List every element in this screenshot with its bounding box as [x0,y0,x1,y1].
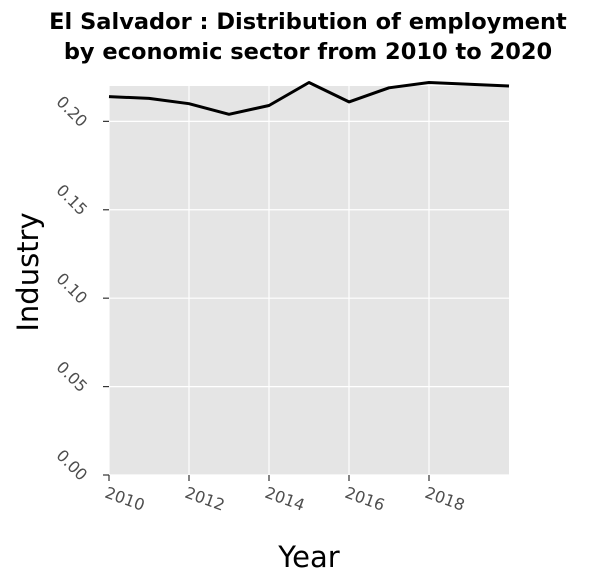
y-tick-label: 0.05 [53,357,92,396]
y-gridlines [109,120,509,476]
chart-title-line-1: El Salvador : Distribution of employment [49,9,567,35]
y-tick-label: 0.20 [53,92,92,131]
x-axis-ticks: 2010 2012 2014 2016 2018 [103,475,468,515]
x-axis-label: Year [277,540,339,574]
plot-background [109,86,509,475]
y-axis-ticks: 0.00 0.05 0.10 0.15 0.20 [53,92,109,484]
x-tick-label: 2018 [423,483,468,515]
x-tick-label: 2014 [263,483,308,515]
y-axis-label: Industry [11,212,45,331]
y-tick-label: 0.10 [53,269,92,308]
x-tick-label: 2016 [343,483,388,515]
x-tick-label: 2010 [103,483,148,515]
x-tick-label: 2012 [183,483,228,515]
y-tick-label: 0.00 [53,446,92,485]
chart-title-line-2: by economic sector from 2010 to 2020 [64,39,552,65]
x-gridlines [108,86,430,475]
series-line [108,81,510,116]
y-tick-label: 0.15 [53,181,92,220]
